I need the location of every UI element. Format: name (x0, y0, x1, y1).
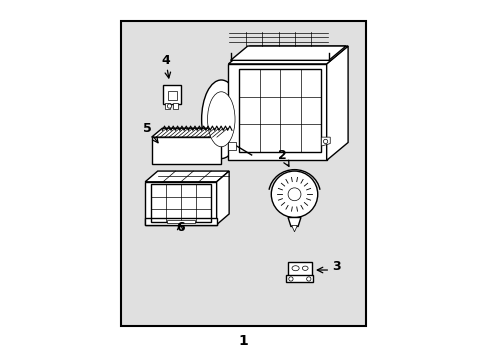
Text: 5: 5 (142, 122, 151, 135)
Polygon shape (228, 64, 326, 160)
Bar (166, 220, 195, 223)
Ellipse shape (291, 266, 299, 271)
Ellipse shape (207, 92, 235, 147)
Ellipse shape (201, 80, 241, 158)
Polygon shape (287, 217, 300, 226)
Bar (239, 69, 321, 152)
Bar (163, 85, 180, 104)
Bar (145, 182, 216, 225)
Circle shape (271, 171, 317, 217)
Polygon shape (321, 137, 329, 146)
Ellipse shape (302, 266, 307, 270)
Circle shape (323, 139, 327, 144)
Polygon shape (151, 128, 231, 137)
Text: 4: 4 (161, 54, 170, 67)
Text: 3: 3 (331, 260, 340, 273)
Text: 6: 6 (176, 221, 184, 234)
Bar (167, 91, 176, 100)
Bar (150, 184, 211, 222)
Polygon shape (291, 225, 297, 232)
Text: 1: 1 (238, 334, 248, 348)
Bar (145, 218, 216, 225)
Polygon shape (145, 171, 229, 182)
Circle shape (288, 277, 292, 281)
Text: 2: 2 (277, 149, 286, 162)
Circle shape (306, 277, 310, 281)
Circle shape (167, 104, 171, 108)
Bar (288, 262, 311, 276)
Bar (151, 137, 221, 164)
Circle shape (287, 188, 300, 201)
Bar (173, 103, 178, 109)
Bar (228, 142, 236, 150)
Polygon shape (228, 46, 347, 64)
Polygon shape (326, 46, 347, 160)
Bar (164, 103, 170, 109)
Polygon shape (230, 46, 345, 60)
Bar (121, 21, 365, 327)
Bar (285, 275, 313, 282)
Polygon shape (216, 171, 229, 225)
